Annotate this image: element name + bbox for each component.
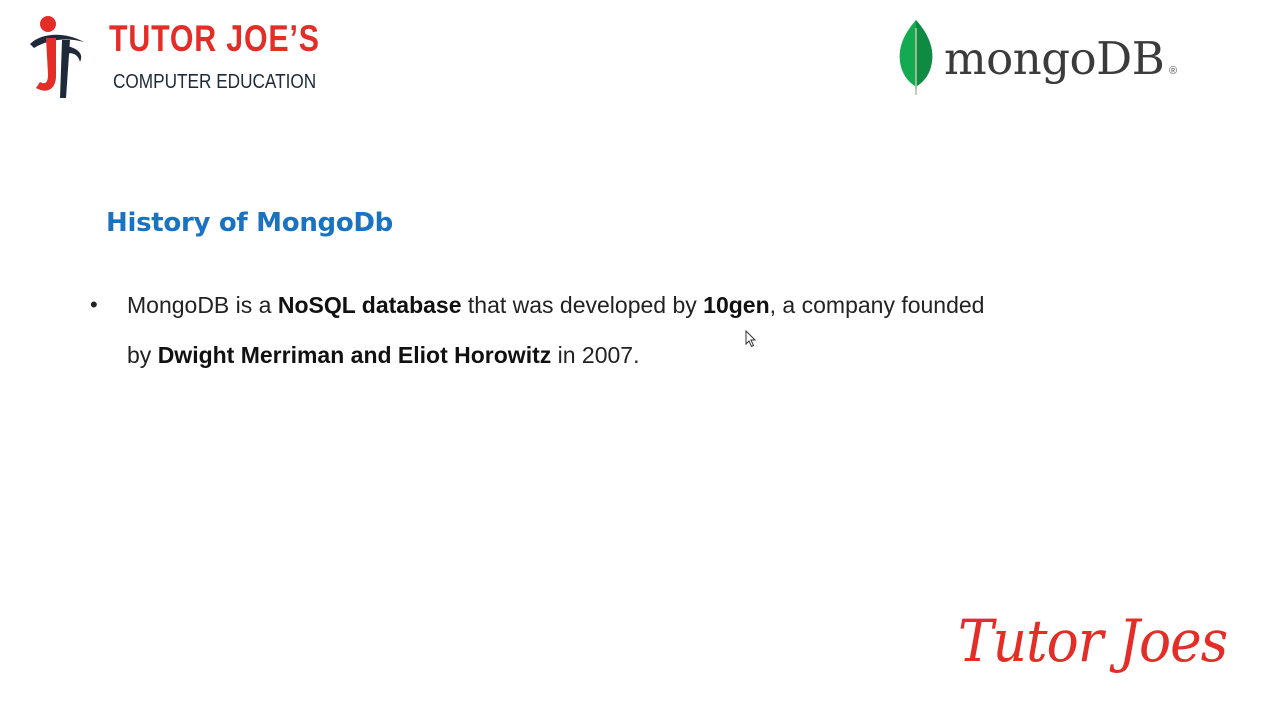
mongodb-leaf-icon [899, 20, 933, 95]
text-segment: that was developed by [461, 292, 704, 318]
text-segment: in 2007. [551, 342, 640, 368]
brand-name: TUTOR JOE’S [109, 18, 320, 59]
bullet-text: MongoDB is a NoSQL database that was dev… [127, 280, 987, 380]
tutor-joes-figure-icon [30, 16, 84, 98]
text-segment: MongoDB is a [127, 292, 278, 318]
mongodb-logo: mongoDB ® [896, 18, 1186, 98]
mouse-cursor-icon [745, 330, 757, 348]
slide-heading: History of MongoDb [106, 208, 393, 238]
registered-mark: ® [1169, 65, 1178, 77]
text-segment: , a company founded by [127, 292, 985, 368]
tutor-joes-signature: Tutor Joes [958, 607, 1228, 675]
mongodb-wordmark: mongoDB [944, 32, 1165, 85]
brand-subtitle: COMPUTER EDUCATION [113, 71, 317, 93]
bullet-icon: • [90, 292, 98, 317]
tutor-joes-brand: TUTOR JOE’S COMPUTER EDUCATION [26, 14, 319, 100]
bold-segment-founders: Dwight Merriman and Eliot Horowitz [157, 342, 552, 368]
bold-segment-nosql: NoSQL database [277, 292, 462, 318]
bold-segment-10gen: 10gen [703, 292, 770, 318]
